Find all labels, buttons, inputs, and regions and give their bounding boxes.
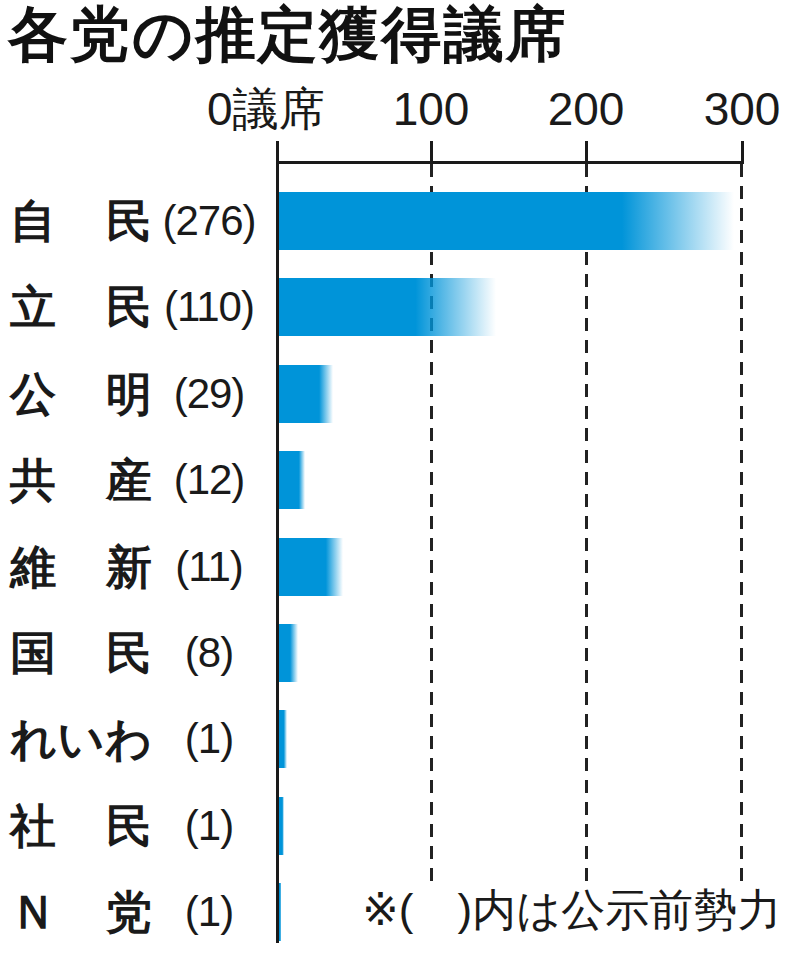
bar-3 [279, 365, 333, 423]
row-label-7: れいわ(1) [10, 710, 265, 768]
party-name: 共産 [10, 457, 152, 503]
party-seats: (1) [153, 891, 265, 933]
party-name: 社民 [10, 803, 152, 849]
party-name: れいわ [10, 716, 152, 762]
axis-label-200: 200 [548, 84, 625, 135]
row-label-1: 自民(276) [10, 192, 265, 250]
bar-6 [279, 624, 298, 682]
party-seats: (11) [153, 546, 265, 588]
chart-canvas: 各党の推定獲得議席 0議席 100 200 300 自民(276)立民(110)… [0, 0, 800, 955]
party-name: 自民 [10, 198, 152, 244]
party-name: 公明 [10, 371, 152, 417]
footnote: ※( )内は公示前勢力 [362, 884, 781, 937]
row-label-6: 国民(8) [10, 624, 265, 682]
bar-2 [279, 278, 496, 336]
row-label-8: 社民(1) [10, 797, 265, 855]
gridline-100 [430, 164, 433, 883]
party-name: 立民 [10, 284, 152, 330]
row-label-4: 共産(12) [10, 451, 265, 509]
axis-tick-200 [585, 141, 588, 162]
axis-tick-100 [430, 141, 433, 162]
bar-4 [279, 451, 305, 509]
bar-9 [279, 883, 281, 941]
bar-5 [279, 538, 343, 596]
party-seats: (1) [153, 718, 265, 760]
row-label-3: 公明(29) [10, 365, 265, 423]
axis-label-0-seats: 0議席 [207, 84, 325, 135]
row-label-2: 立民(110) [10, 278, 265, 336]
party-seats: (12) [153, 459, 265, 501]
party-seats: (8) [153, 632, 265, 674]
axis-tick-300 [741, 141, 744, 162]
party-name: 国民 [10, 630, 152, 676]
axis-label-100: 100 [393, 84, 470, 135]
axis-label-300: 300 [704, 84, 781, 135]
gridline-200 [585, 164, 588, 883]
bar-1 [279, 192, 734, 250]
row-label-5: 維新(11) [10, 538, 265, 596]
party-seats: (276) [153, 200, 265, 242]
party-seats: (110) [153, 286, 265, 328]
gridline-300 [740, 164, 743, 883]
party-seats: (1) [153, 805, 265, 847]
bar-7 [279, 710, 287, 768]
party-name: Ｎ党 [10, 889, 152, 935]
row-label-9: Ｎ党(1) [10, 883, 265, 941]
party-name: 維新 [10, 544, 152, 590]
party-seats: (29) [153, 373, 265, 415]
bar-8 [279, 797, 284, 855]
x-axis-line [276, 161, 744, 164]
chart-title: 各党の推定獲得議席 [8, 2, 567, 68]
